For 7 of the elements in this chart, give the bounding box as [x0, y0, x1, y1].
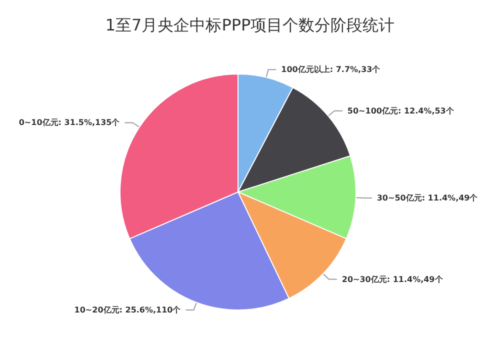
slice-label: 30~50亿元: 11.4%,49个: [376, 193, 479, 202]
slice-label: 0~10亿元: 31.5%,135个: [18, 118, 121, 128]
slice-label: 20~30亿元: 11.4%,49个: [342, 274, 444, 284]
slice-label: 100亿元以上: 7.7%,33个: [281, 65, 382, 74]
chart-title: 1至7月央企中标PPP项目个数分阶段统计: [105, 16, 395, 34]
slice-label: 50~100亿元: 12.4%,53个: [347, 106, 455, 116]
slice-label: 10~20亿元: 25.6%,110个: [74, 305, 182, 314]
